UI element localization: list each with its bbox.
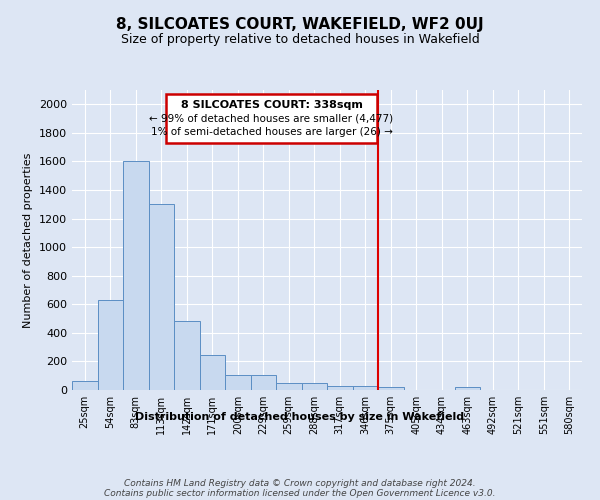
Bar (327, 386, 353, 390)
Y-axis label: Number of detached properties: Number of detached properties (23, 152, 34, 328)
Bar (251, 375, 276, 390)
Bar (72, 382, 97, 390)
Text: 8 SILCOATES COURT: 338sqm: 8 SILCOATES COURT: 338sqm (181, 100, 362, 110)
Text: Contains public sector information licensed under the Open Government Licence v3: Contains public sector information licen… (104, 488, 496, 498)
Bar (123, 162, 149, 390)
Bar (225, 375, 251, 390)
Bar (97, 300, 123, 390)
Text: Contains HM Land Registry data © Crown copyright and database right 2024.: Contains HM Land Registry data © Crown c… (124, 478, 476, 488)
Bar (378, 387, 404, 390)
Text: 8, SILCOATES COURT, WAKEFIELD, WF2 0UJ: 8, SILCOATES COURT, WAKEFIELD, WF2 0UJ (116, 18, 484, 32)
Text: ← 99% of detached houses are smaller (4,477): ← 99% of detached houses are smaller (4,… (149, 114, 394, 124)
Bar (455, 387, 480, 390)
Bar (302, 383, 327, 390)
FancyBboxPatch shape (166, 94, 377, 143)
Text: Size of property relative to detached houses in Wakefield: Size of property relative to detached ho… (121, 32, 479, 46)
Text: Distribution of detached houses by size in Wakefield: Distribution of detached houses by size … (136, 412, 464, 422)
Text: 1% of semi-detached houses are larger (26) →: 1% of semi-detached houses are larger (2… (151, 127, 392, 137)
Bar (276, 383, 302, 390)
Bar (149, 204, 174, 390)
Bar (353, 386, 378, 390)
Bar (174, 322, 199, 390)
Bar (199, 355, 225, 390)
